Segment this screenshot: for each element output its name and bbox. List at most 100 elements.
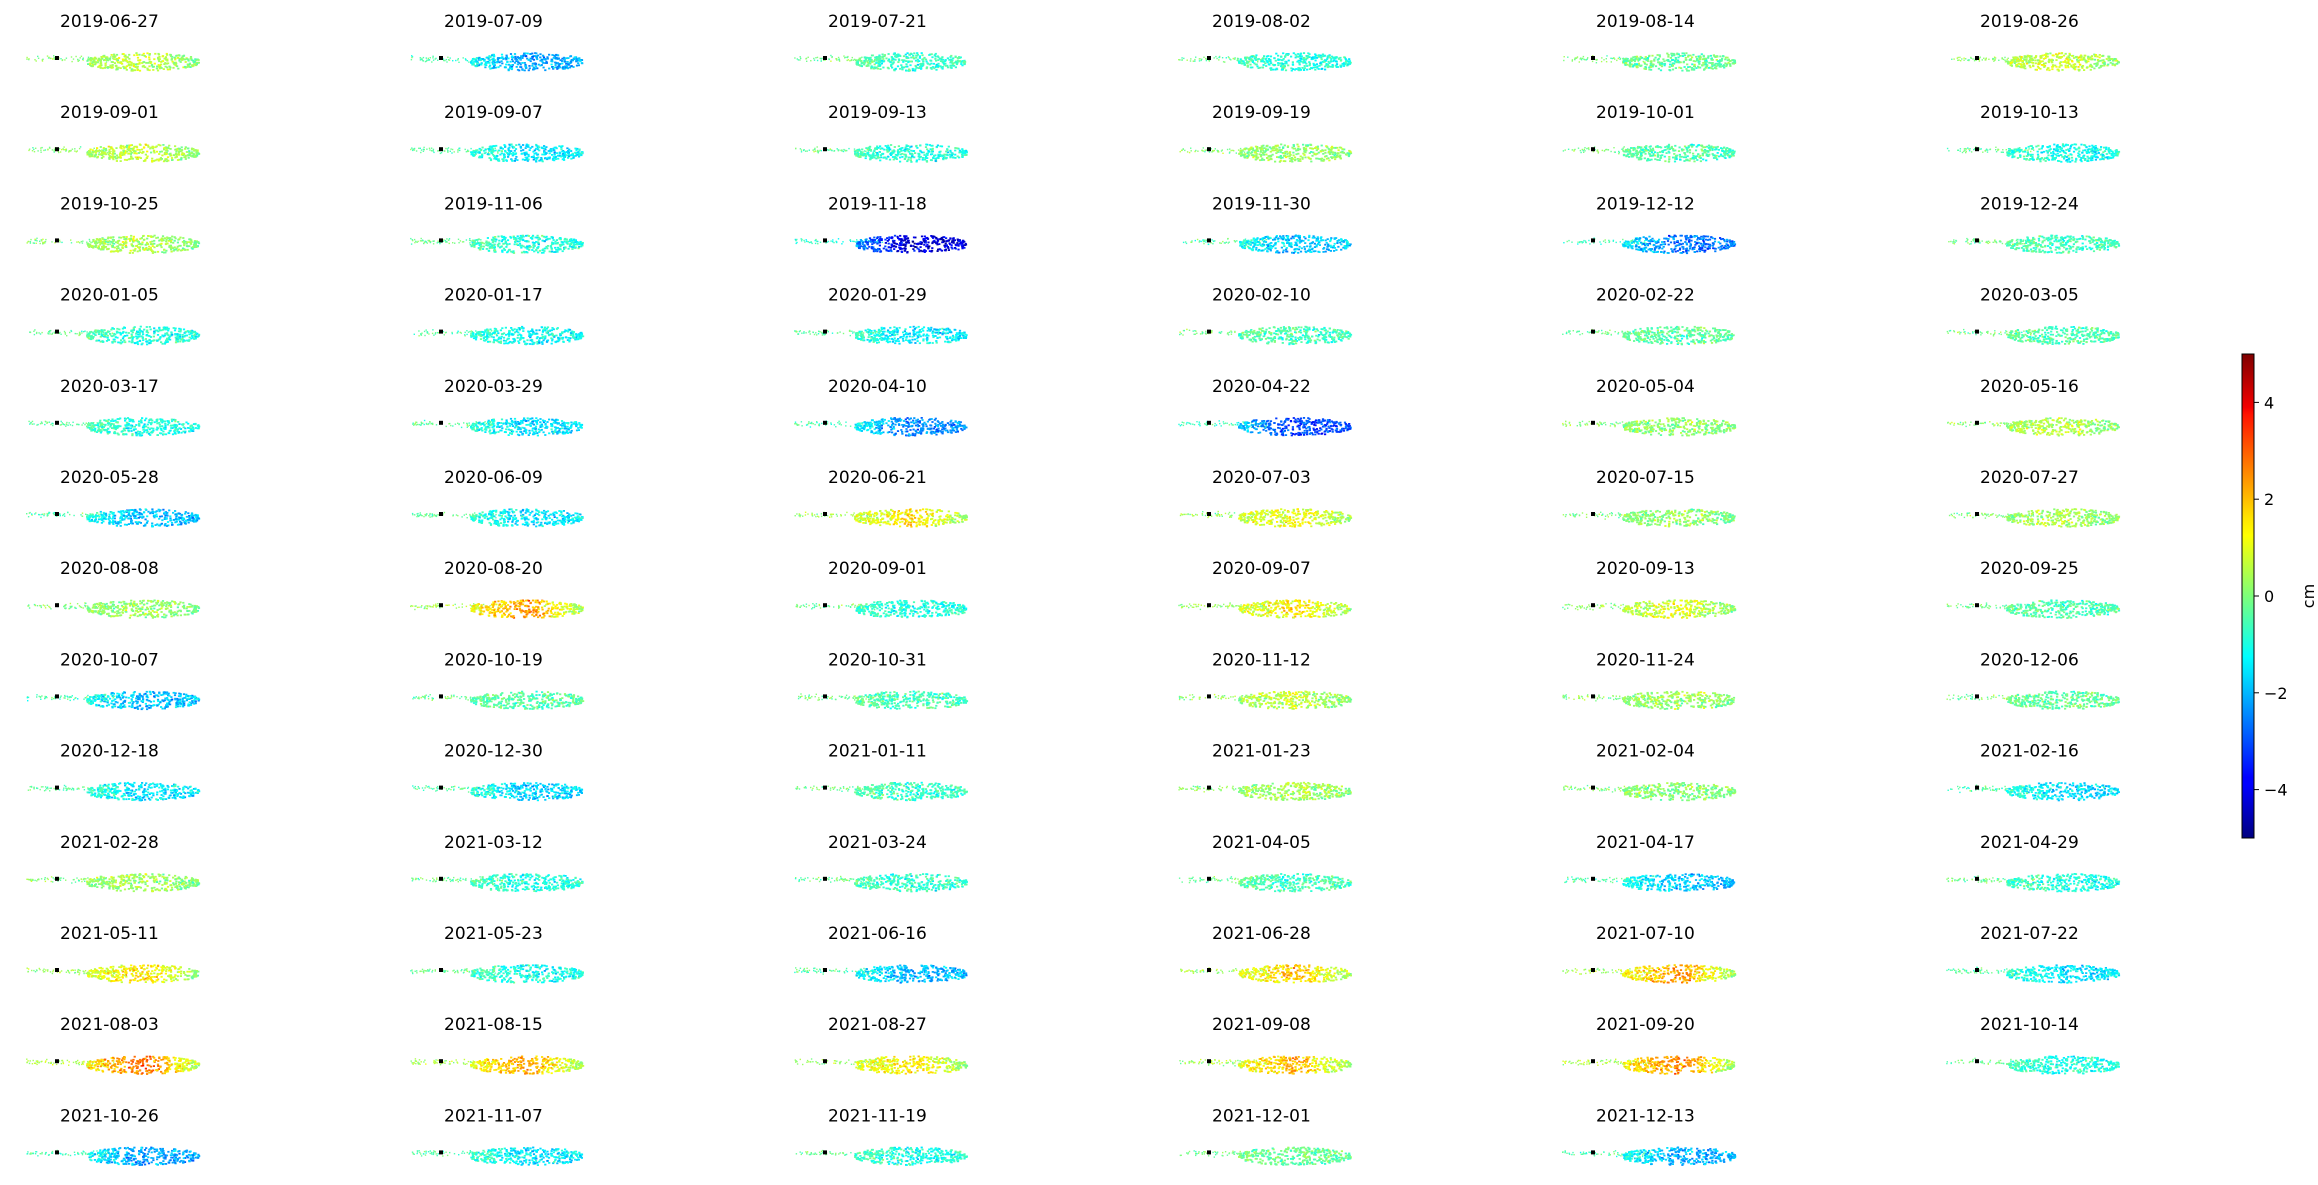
displacement-map — [410, 143, 584, 163]
panel-title: 2020-06-09 — [444, 468, 543, 488]
reference-point-marker — [1975, 785, 1979, 790]
reference-point-marker — [1207, 603, 1211, 608]
colorbar-label: cm — [2299, 584, 2318, 608]
panel-title: 2021-12-01 — [1212, 1106, 1311, 1126]
panel-title: 2021-02-04 — [1596, 742, 1695, 762]
displacement-map — [794, 873, 968, 893]
interferogram-panel: 2019-08-14 — [1563, 12, 1737, 72]
reference-point-marker — [1975, 603, 1979, 608]
interferogram-panel: 2020-01-17 — [413, 286, 585, 346]
displacement-map — [1563, 782, 1737, 802]
interferogram-panel: 2020-03-29 — [412, 377, 584, 437]
panel-title: 2020-03-29 — [444, 377, 543, 397]
panel-title: 2020-09-01 — [828, 559, 927, 579]
displacement-map — [795, 143, 968, 163]
colorbar-tick-label: −2 — [2264, 684, 2288, 703]
panel-title: 2020-08-20 — [444, 559, 543, 579]
panel-title: 2019-07-09 — [444, 12, 543, 32]
displacement-map — [1562, 1055, 1736, 1075]
reference-point-marker — [55, 785, 59, 790]
panel-title: 2019-12-12 — [1596, 194, 1695, 214]
panel-title: 2020-01-05 — [60, 286, 159, 306]
panel-title: 2019-11-30 — [1212, 194, 1311, 214]
interferogram-panel: 2020-07-27 — [1948, 468, 2121, 528]
displacement-map — [26, 234, 201, 254]
reference-point-marker — [1591, 876, 1595, 881]
interferogram-panel: 2020-09-25 — [1946, 559, 2121, 619]
panel-title: 2021-08-03 — [60, 1015, 159, 1035]
panel-title: 2020-03-17 — [60, 377, 159, 397]
reference-point-marker — [55, 56, 59, 60]
panel-title: 2021-01-23 — [1212, 742, 1311, 762]
interferogram-panel: 2019-12-24 — [1948, 194, 2121, 254]
interferogram-panel: 2021-05-11 — [26, 924, 200, 984]
panel-title: 2020-11-12 — [1212, 650, 1311, 670]
panel-title: 2020-11-24 — [1596, 650, 1695, 670]
displacement-map — [794, 508, 968, 528]
displacement-map — [1951, 52, 2120, 72]
displacement-map — [1564, 873, 1736, 892]
panel-title: 2020-05-04 — [1596, 377, 1695, 397]
displacement-map — [1178, 417, 1352, 437]
panel-title: 2021-09-20 — [1596, 1015, 1695, 1035]
interferogram-panel: 2019-06-27 — [26, 12, 200, 72]
interferogram-panel: 2020-10-07 — [26, 650, 201, 711]
interferogram-panel: 2021-01-11 — [795, 742, 968, 802]
displacement-map — [795, 599, 968, 619]
interferogram-panel: 2021-04-05 — [1178, 833, 1353, 893]
panel-title: 2020-09-25 — [1980, 559, 2079, 579]
displacement-map — [797, 690, 969, 710]
reference-point-marker — [1591, 694, 1595, 699]
panel-title: 2020-08-08 — [60, 559, 159, 579]
panel-title: 2020-06-21 — [828, 468, 927, 488]
interferogram-panel: 2020-01-29 — [794, 286, 968, 345]
panel-title: 2021-07-10 — [1596, 924, 1695, 944]
displacement-map — [26, 1055, 201, 1075]
displacement-map — [26, 873, 201, 893]
displacement-map — [27, 599, 201, 619]
interferogram-panel: 2021-12-01 — [1179, 1106, 1352, 1166]
panel-title: 2021-10-14 — [1980, 1015, 2079, 1035]
interferogram-panel: 2019-08-02 — [1178, 12, 1352, 72]
panel-title: 2021-02-28 — [60, 833, 159, 853]
panel-title: 2021-11-07 — [444, 1106, 543, 1126]
panel-title: 2019-09-19 — [1212, 103, 1311, 123]
panel-title: 2019-09-01 — [60, 103, 159, 123]
displacement-map — [412, 417, 584, 437]
reference-point-marker — [55, 512, 59, 516]
displacement-map — [26, 964, 200, 984]
displacement-map — [1946, 599, 2121, 619]
displacement-map — [1562, 143, 1736, 163]
interferogram-panel: 2019-10-25 — [26, 194, 201, 254]
interferogram-panel: 2020-08-20 — [410, 559, 584, 619]
panel-title: 2021-06-16 — [828, 924, 927, 944]
reference-point-marker — [1975, 329, 1979, 334]
interferogram-panel: 2020-05-28 — [26, 468, 201, 528]
reference-point-marker — [55, 329, 59, 334]
panel-title: 2019-08-14 — [1596, 12, 1695, 32]
interferogram-panel: 2021-02-16 — [1947, 742, 2120, 802]
panel-title: 2020-04-22 — [1212, 377, 1311, 397]
panel-title: 2019-08-26 — [1980, 12, 2079, 32]
displacement-map — [28, 417, 201, 437]
panel-title: 2021-04-29 — [1980, 833, 2079, 853]
reference-point-marker — [1975, 694, 1979, 699]
panel-title: 2019-09-07 — [444, 103, 543, 123]
displacement-map — [1179, 1055, 1353, 1075]
interferogram-panel: 2019-11-30 — [1182, 194, 1352, 254]
interferogram-panel: 2021-10-26 — [26, 1106, 201, 1166]
interferogram-panel: 2021-11-07 — [411, 1106, 584, 1166]
interferogram-panel: 2020-09-13 — [1562, 559, 1737, 619]
panel-title: 2020-07-27 — [1980, 468, 2079, 488]
reference-point-marker — [1591, 56, 1595, 60]
colorbar-ticks: 4 2 0 −2 −4 — [2254, 393, 2288, 800]
interferogram-panel: 2020-03-05 — [1946, 286, 2120, 345]
reference-point-marker — [1591, 1059, 1595, 1064]
reference-point-marker — [1207, 694, 1211, 699]
panel-title: 2020-02-22 — [1596, 286, 1695, 306]
panel-title: 2021-03-12 — [444, 833, 543, 853]
reference-point-marker — [823, 785, 827, 790]
interferogram-panel: 2021-07-10 — [1562, 924, 1737, 984]
reference-point-marker — [1591, 968, 1595, 972]
